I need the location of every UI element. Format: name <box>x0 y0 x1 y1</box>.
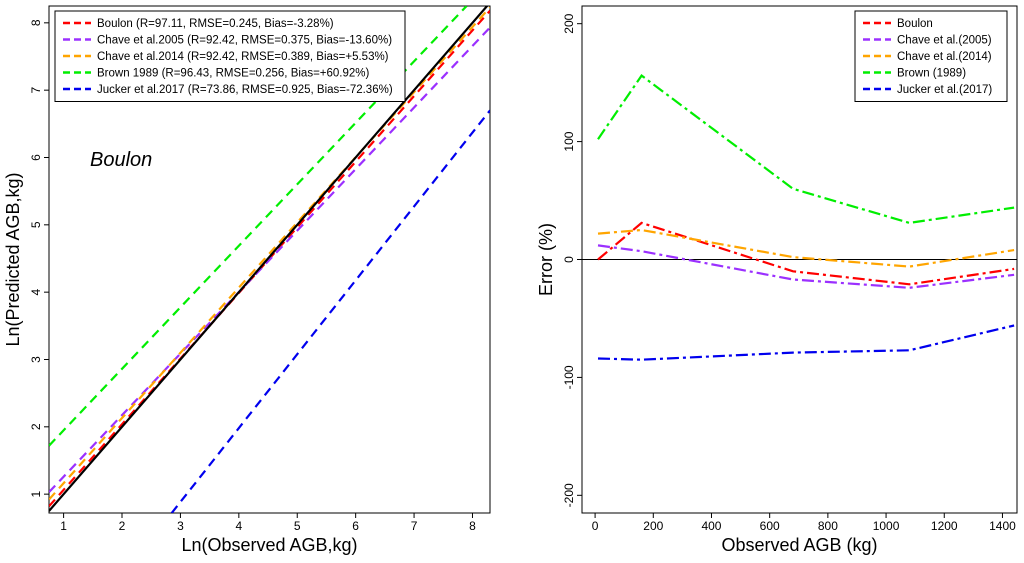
y-tick-label: 4 <box>29 288 43 295</box>
y-tick-label: 7 <box>29 87 43 94</box>
x-axis-label: Ln(Observed AGB,kg) <box>181 535 357 555</box>
x-tick-label: 7 <box>411 519 418 533</box>
y-axis-label: Ln(Predicted AGB,kg) <box>3 172 23 346</box>
series-line-4 <box>597 324 1015 361</box>
y-tick-label: 6 <box>29 154 43 161</box>
y-tick-label: -200 <box>562 483 576 507</box>
plot-frame <box>48 5 491 514</box>
panel-annotation: Boulon <box>90 149 152 171</box>
x-tick-label: 1000 <box>873 519 900 533</box>
x-tick-label: 0 <box>592 519 599 533</box>
error-panel: 0 200 400 600 800 1000 1200 1400 -200 -100 0 100 200… <box>536 5 1018 555</box>
series-line-3 <box>49 6 468 447</box>
y-tick-label: 3 <box>29 356 43 363</box>
y-tick-label: 1 <box>29 490 43 497</box>
y-tick-label: 100 <box>562 131 576 151</box>
legend-label-4: Jucker et al.2017 (R=73.86, RMSE=0.925, … <box>97 84 393 96</box>
series-line-4 <box>170 109 490 513</box>
legend-label-2: Chave et al.(2014) <box>897 51 992 63</box>
plot-area <box>582 74 1017 361</box>
y-tick-label: 8 <box>29 19 43 26</box>
series-line-2 <box>49 6 490 501</box>
y-tick-label: -100 <box>562 365 576 389</box>
scatter-fit-panel: 1 2 3 4 5 6 7 8 1 2 3 4 5 6 7 8 Ln(Observed AGB,kg) Ln(Pr… <box>3 5 491 555</box>
x-tick-label: 4 <box>235 519 242 533</box>
legend-label-0: Boulon (R=97.11, RMSE=0.245, Bias=-3.28%… <box>97 18 334 30</box>
legend-label-4: Jucker et al.(2017) <box>897 84 992 96</box>
y-tick-label: 2 <box>29 423 43 430</box>
x-tick-label: 200 <box>643 519 663 533</box>
series-line-1 <box>49 26 490 493</box>
x-tick-label: 800 <box>818 519 838 533</box>
legend: Boulon (R=97.11, RMSE=0.245, Bias=-3.28%… <box>54 10 406 102</box>
x-tick-label: 1200 <box>931 519 958 533</box>
x-axis-label: Observed AGB (kg) <box>721 535 877 555</box>
plot-area <box>49 6 490 513</box>
one-to-one-line <box>49 6 489 512</box>
legend-label-3: Brown 1989 (R=96.43, RMSE=0.256, Bias=+6… <box>97 68 370 80</box>
x-tick-label: 1400 <box>989 519 1016 533</box>
x-tick-label: 400 <box>701 519 721 533</box>
x-tick-label: 3 <box>177 519 184 533</box>
x-tick-label: 2 <box>119 519 126 533</box>
legend-label-3: Brown (1989) <box>897 68 966 80</box>
legend-box <box>54 10 406 102</box>
y-tick-label: 5 <box>29 221 43 228</box>
series-line-0 <box>597 221 1015 286</box>
x-tick-label: 8 <box>469 519 476 533</box>
series-line-1 <box>597 244 1015 289</box>
legend-label-2: Chave et al.2014 (R=92.42, RMSE=0.389, B… <box>97 51 389 63</box>
legend-label-1: Chave et al.2005 (R=92.42, RMSE=0.375, B… <box>97 35 392 47</box>
x-tick-label: 6 <box>352 519 359 533</box>
y-axis-label: Error (%) <box>536 223 556 296</box>
x-tick-label: 1 <box>60 519 67 533</box>
x-tick-label: 5 <box>294 519 301 533</box>
legend-label-1: Chave et al.(2005) <box>897 35 992 47</box>
legend-label-0: Boulon <box>897 18 933 30</box>
legend: Boulon Chave et al.(2005) Chave et al.(201… <box>854 10 1008 102</box>
y-tick-label: 0 <box>562 256 576 263</box>
y-tick-label: 200 <box>562 13 576 33</box>
series-line-3 <box>597 74 1015 225</box>
series-line-2 <box>597 228 1015 268</box>
x-tick-label: 600 <box>760 519 780 533</box>
